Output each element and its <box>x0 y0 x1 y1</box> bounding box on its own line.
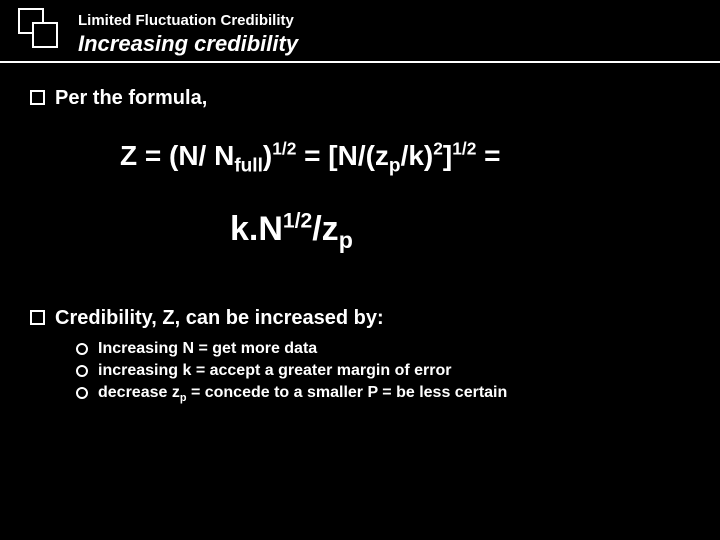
sub-bullet-decrease-zp: decrease zp = concede to a smaller P = b… <box>76 384 690 402</box>
circle-bullet-icon <box>76 387 88 399</box>
circle-bullet-icon <box>76 365 88 377</box>
second-block: Credibility, Z, can be increased by: Inc… <box>30 307 690 402</box>
square-bullet-icon <box>30 90 45 105</box>
header-title: Increasing credibility <box>78 31 720 57</box>
square-bullet-icon <box>30 310 45 325</box>
sub-bullet-text: decrease zp = concede to a smaller P = b… <box>98 384 507 402</box>
slide-content: Per the formula, Z = (N/ Nfull)1/2 = [N/… <box>0 63 720 402</box>
sub-bullet-text: Increasing N = get more data <box>98 340 317 358</box>
header-underline <box>0 61 720 63</box>
sub-bullet-text: increasing k = accept a greater margin o… <box>98 362 451 380</box>
bullet-credibility: Credibility, Z, can be increased by: <box>30 307 690 330</box>
header-subtitle: Limited Fluctuation Credibility <box>78 12 720 29</box>
circle-bullet-icon <box>76 343 88 355</box>
formula-line-1: Z = (N/ Nfull)1/2 = [N/(zp/k)2]1/2 = <box>120 140 690 172</box>
bullet-text: Credibility, Z, can be increased by: <box>55 307 384 330</box>
bullet-text: Per the formula, <box>55 87 207 110</box>
slide-header: Limited Fluctuation Credibility Increasi… <box>0 0 720 63</box>
bullet-per-formula: Per the formula, <box>30 87 690 110</box>
sub-bullet-increase-n: Increasing N = get more data <box>76 340 690 358</box>
formula-line-2: k.N1/2/zp <box>230 210 690 249</box>
sub-bullet-list: Increasing N = get more data increasing … <box>76 340 690 402</box>
sub-bullet-increase-k: increasing k = accept a greater margin o… <box>76 362 690 380</box>
